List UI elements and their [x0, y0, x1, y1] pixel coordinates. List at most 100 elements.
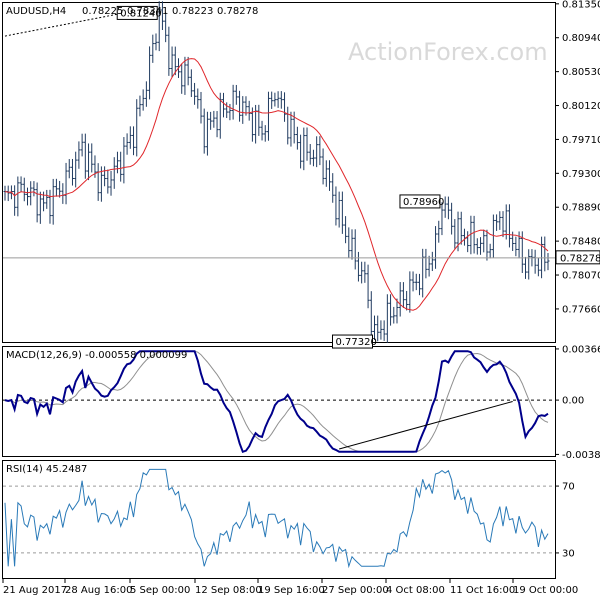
- price-bar: [247, 100, 251, 121]
- watermark: ActionForex.com: [348, 38, 548, 66]
- price-bar: [318, 136, 322, 166]
- price-bar: [295, 126, 299, 150]
- price-bar: [138, 95, 142, 117]
- price-bar: [405, 290, 409, 311]
- price-bar: [450, 202, 454, 235]
- price-bar: [48, 189, 52, 224]
- price-header-low: 0.78223: [172, 6, 213, 17]
- price-bar: [421, 248, 425, 298]
- price-annotation-box: [331, 334, 373, 349]
- price-bar: [238, 90, 242, 122]
- price-bar: [186, 56, 190, 86]
- price-bar: [366, 264, 370, 309]
- price-bar: [270, 91, 274, 109]
- price-bar: [67, 159, 71, 179]
- price-bar: [443, 196, 447, 218]
- price-bar: [234, 84, 238, 105]
- price-bar: [392, 306, 396, 324]
- price-bar: [340, 191, 344, 234]
- price-bar: [308, 144, 312, 165]
- price-bar: [427, 255, 431, 277]
- price-bar: [498, 211, 502, 230]
- price-bar: [45, 189, 49, 209]
- macd-trendline: [339, 401, 513, 450]
- price-bar: [501, 211, 505, 238]
- price-bar: [157, 1, 161, 52]
- price-bar: [395, 298, 399, 324]
- price-bar: [221, 92, 225, 118]
- current-price-tag: [555, 250, 600, 265]
- price-bar: [128, 126, 132, 149]
- x-tick-label: 4 Oct 08:00: [386, 585, 445, 596]
- price-bar: [141, 89, 145, 111]
- price-header-symbol: AUDUSD,H4: [6, 6, 66, 17]
- price-bar: [302, 127, 306, 171]
- price-y-tick-label: 0.81350: [562, 0, 600, 10]
- price-bar: [144, 81, 148, 107]
- x-tick-label: 11 Oct 16:00: [450, 585, 515, 596]
- price-bar: [115, 151, 119, 174]
- price-bar: [369, 291, 373, 338]
- price-bar: [495, 214, 499, 231]
- price-bar: [344, 216, 348, 244]
- price-bar: [109, 170, 113, 196]
- price-bar: [430, 251, 434, 272]
- price-bar: [38, 191, 42, 224]
- macd-signal-line: [4, 350, 549, 453]
- price-bar: [279, 91, 283, 109]
- price-bar: [225, 102, 229, 119]
- price-bar: [440, 202, 444, 236]
- price-bar: [283, 92, 287, 122]
- price-bar: [148, 46, 152, 100]
- price-bar: [504, 204, 508, 240]
- price-bar: [437, 220, 441, 243]
- price-bar: [520, 231, 524, 274]
- price-bar: [263, 125, 267, 142]
- price-bar: [266, 91, 270, 141]
- price-bar: [83, 133, 87, 179]
- price-bar: [135, 99, 139, 157]
- price-y-tick-label: 0.80530: [562, 67, 600, 78]
- price-bar: [244, 96, 248, 116]
- price-bar: [289, 111, 293, 147]
- price-bar: [250, 107, 254, 142]
- price-annotation-box: [116, 5, 158, 20]
- price-bar: [90, 143, 94, 173]
- price-bar: [189, 69, 193, 98]
- price-bar: [80, 133, 84, 157]
- price-bar: [475, 238, 479, 255]
- price-bar: [215, 111, 219, 138]
- price-bar: [273, 92, 277, 107]
- price-bar: [35, 182, 39, 223]
- rsi-y-tick-label: 30: [562, 548, 575, 559]
- macd-header: MACD(12,26,9) -0.000558 0.000099: [6, 350, 187, 361]
- price-bar: [417, 273, 421, 296]
- macd-y-tick-label: -0.003887: [562, 450, 600, 461]
- price-bar: [29, 181, 33, 206]
- price-bar: [132, 126, 136, 156]
- price-bar: [385, 294, 389, 343]
- price-bar: [479, 237, 483, 255]
- price-annotation: 0.77320: [331, 334, 377, 349]
- x-tick-label: 5 Sep 00:00: [130, 585, 190, 596]
- price-bar: [74, 151, 78, 188]
- price-bar: [119, 151, 123, 182]
- price-plot: 0.81240 0.78960 0.77320: [3, 1, 555, 349]
- price-bar: [524, 256, 528, 279]
- price-bar: [16, 176, 20, 217]
- price-bar: [382, 320, 386, 341]
- price-bar: [276, 91, 280, 108]
- price-bar: [482, 229, 486, 253]
- price-bar: [546, 252, 550, 271]
- price-bar: [401, 282, 405, 309]
- price-bar: [363, 261, 367, 283]
- price-bar: [99, 166, 103, 202]
- price-y-tick-label: 0.78480: [562, 237, 600, 248]
- price-bar: [167, 26, 171, 76]
- price-bar: [199, 91, 203, 124]
- price-bar: [299, 134, 303, 169]
- price-y-tick-label: 0.79300: [562, 169, 600, 180]
- x-tick-label: 28 Aug 16:00: [65, 585, 132, 596]
- price-bar: [434, 226, 438, 269]
